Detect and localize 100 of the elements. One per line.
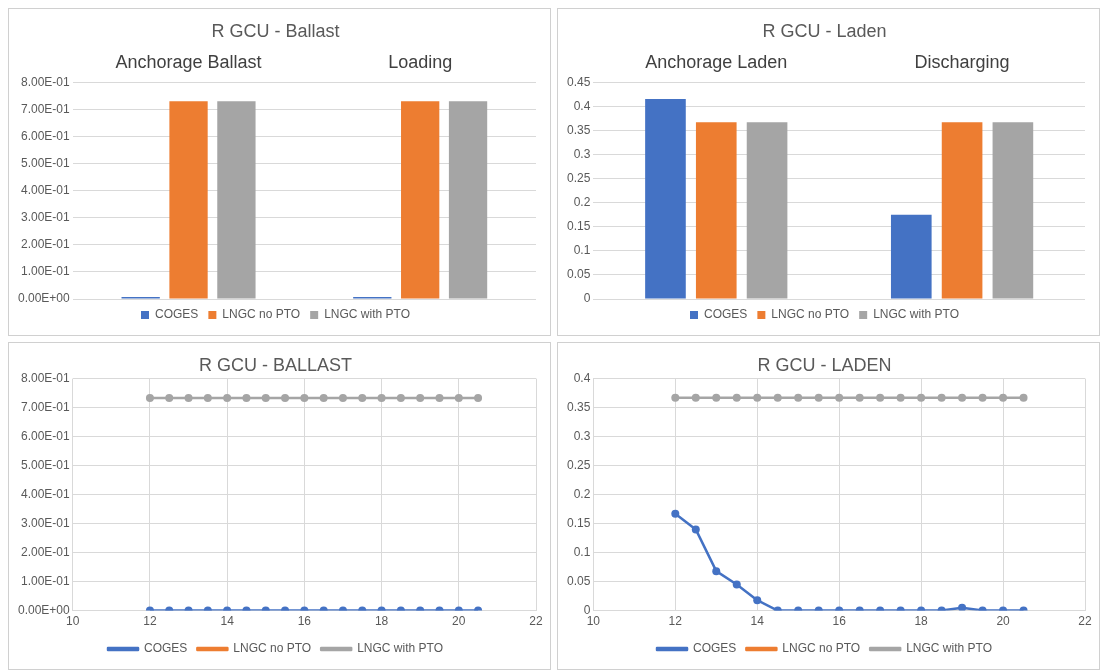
- bar: [645, 99, 686, 299]
- point: [691, 525, 700, 534]
- point: [773, 393, 782, 402]
- y-tick-label: 7.00E-01: [21, 399, 71, 414]
- point: [958, 393, 967, 402]
- y-tick-label: 4.00E-01: [21, 486, 71, 501]
- point: [917, 393, 926, 402]
- point: [794, 393, 803, 402]
- y-tick-label: 0.45: [567, 74, 591, 89]
- y-tick-label: 0.3: [573, 428, 591, 443]
- y-tick-label: 5.00E-01: [21, 155, 71, 170]
- point: [753, 596, 762, 605]
- point: [814, 393, 823, 402]
- point: [712, 393, 721, 402]
- legend-label: COGES: [704, 307, 748, 322]
- bar: [746, 122, 788, 299]
- y-tick-label: 8.00E-01: [21, 370, 71, 385]
- point: [1019, 393, 1028, 402]
- legend-label: LNGC no PTO: [771, 307, 850, 322]
- x-tick-label: 22: [529, 614, 543, 629]
- y-tick-label: 2.00E-01: [21, 237, 71, 252]
- x-tick-label: Loading: [388, 52, 453, 73]
- legend-label: LNGC no PTO: [222, 307, 301, 322]
- x-tick-label: 12: [143, 614, 157, 629]
- point: [671, 393, 680, 402]
- y-tick-label: 0.2: [573, 194, 591, 209]
- y-tick-label: 8.00E-01: [21, 74, 71, 89]
- chart-title: R GCU - BALLAST: [198, 354, 353, 375]
- y-tick-label: 3.00E-01: [21, 210, 71, 225]
- point: [691, 393, 700, 402]
- y-tick-label: 6.00E-01: [21, 128, 71, 143]
- bar: [992, 122, 1034, 299]
- point: [753, 393, 762, 402]
- point: [732, 393, 741, 402]
- y-tick-label: 0.2: [573, 486, 591, 501]
- bar: [695, 122, 737, 299]
- chart-title: R GCU - Ballast: [211, 20, 340, 41]
- x-tick-label: Discharging: [914, 52, 1010, 73]
- y-tick-label: 2.00E-01: [21, 544, 71, 559]
- legend-label: LNGC no PTO: [782, 641, 861, 656]
- y-tick-label: 0: [583, 291, 591, 306]
- y-tick-label: 0.05: [567, 267, 591, 282]
- y-tick-label: 0.00E+00: [18, 602, 71, 617]
- y-tick-label: 5.00E-01: [21, 457, 71, 472]
- y-tick-label: 0: [583, 602, 591, 617]
- y-tick-label: 0.00E+00: [18, 291, 71, 306]
- x-tick-label: 22: [1078, 614, 1092, 629]
- point: [855, 393, 864, 402]
- legend-label: COGES: [155, 307, 199, 322]
- point: [876, 393, 885, 402]
- point: [978, 393, 987, 402]
- point: [671, 509, 680, 518]
- y-tick-label: 0.3: [573, 146, 591, 161]
- legend-label: LNGC no PTO: [233, 641, 312, 656]
- legend-label: LNGC with PTO: [906, 641, 992, 656]
- y-tick-label: 3.00E-01: [21, 515, 71, 530]
- x-tick-label: 16: [832, 614, 847, 629]
- y-tick-label: 1.00E-01: [21, 264, 71, 279]
- y-tick-label: 1.00E-01: [21, 573, 71, 588]
- legend-label: LNGC with PTO: [357, 641, 443, 656]
- point: [958, 603, 967, 611]
- point: [712, 567, 721, 576]
- y-tick-label: 0.35: [567, 122, 591, 137]
- point: [999, 393, 1008, 402]
- legend-label: COGES: [144, 641, 188, 656]
- x-tick-label: Anchorage Laden: [645, 52, 788, 73]
- x-tick-label: Anchorage Ballast: [115, 52, 262, 73]
- y-tick-label: 6.00E-01: [21, 428, 71, 443]
- chart-title: R GCU - LADEN: [757, 354, 892, 375]
- y-tick-label: 0.1: [573, 544, 591, 559]
- point: [835, 393, 844, 402]
- legend-label: LNGC with PTO: [324, 307, 410, 322]
- x-tick-label: 12: [668, 614, 683, 629]
- y-tick-label: 0.1: [573, 243, 591, 258]
- y-tick-label: 0.15: [567, 515, 591, 530]
- y-tick-label: 7.00E-01: [21, 101, 71, 116]
- y-tick-label: 0.15: [567, 219, 591, 234]
- point: [896, 393, 905, 402]
- point: [732, 580, 741, 589]
- x-tick-label: 18: [914, 614, 929, 629]
- y-tick-label: 0.4: [573, 370, 591, 385]
- legend-label: LNGC with PTO: [873, 307, 959, 322]
- y-tick-label: 0.25: [567, 170, 591, 185]
- x-tick-label: 10: [66, 614, 80, 629]
- x-tick-label: 16: [297, 614, 312, 629]
- x-tick-label: 10: [586, 614, 601, 629]
- x-tick-label: 14: [220, 614, 235, 629]
- point: [937, 393, 946, 402]
- chart-title: R GCU - Laden: [762, 20, 887, 41]
- x-tick-label: 18: [374, 614, 389, 629]
- y-tick-label: 4.00E-01: [21, 182, 71, 197]
- legend-label: COGES: [693, 641, 737, 656]
- x-tick-label: 20: [452, 614, 466, 629]
- y-tick-label: 0.25: [567, 457, 591, 472]
- bar: [941, 122, 983, 299]
- y-tick-label: 0.05: [567, 573, 591, 588]
- y-tick-label: 0.35: [567, 399, 591, 414]
- x-tick-label: 20: [996, 614, 1011, 629]
- x-tick-label: 14: [750, 614, 765, 629]
- y-tick-label: 0.4: [573, 98, 591, 113]
